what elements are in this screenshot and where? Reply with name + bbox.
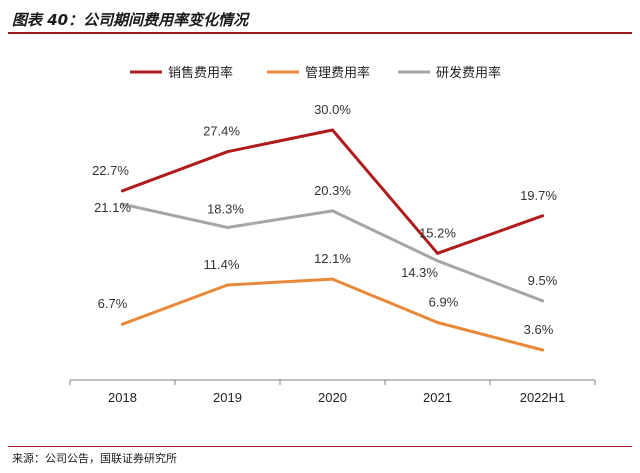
x-tick-label: 2018 [108, 390, 137, 405]
x-tick-label: 2022H1 [520, 390, 566, 405]
data-point [121, 189, 124, 193]
data-label: 9.5% [528, 273, 558, 288]
data-label: 21.1% [94, 200, 131, 215]
figure-title: 图表 40：公司期间费用率变化情况 [8, 6, 632, 34]
data-label: 20.3% [314, 183, 351, 198]
data-point [226, 150, 229, 154]
data-label: 6.7% [98, 296, 128, 311]
line-chart: 2018 2019 2020 2021 2022H1 销售费用率 管理费用率 研发费用率 22.… [69, 65, 596, 405]
data-point [436, 259, 439, 263]
legend-label: 研发费用率 [436, 65, 501, 80]
data-label: 19.7% [520, 188, 557, 203]
data-point [226, 226, 229, 229]
data-label: 11.4% [204, 257, 240, 272]
data-point [541, 299, 544, 303]
data-point [331, 277, 334, 281]
series-line-2 [121, 277, 544, 352]
data-label: 15.2% [419, 225, 456, 240]
source-note: 来源：公司公告，国联证券研究所 [8, 446, 632, 470]
data-point [331, 128, 334, 132]
x-tick-label: 2019 [213, 390, 242, 405]
data-point [226, 283, 229, 287]
data-label: 27.4% [203, 124, 240, 139]
legend-label: 管理费用率 [305, 65, 370, 80]
data-label: 12.1% [314, 251, 351, 266]
data-point [121, 322, 124, 326]
data-point [121, 202, 124, 206]
x-tick-label: 2020 [318, 390, 347, 405]
x-tick-label: 2021 [423, 390, 452, 405]
data-point [541, 214, 544, 218]
data-point [541, 348, 544, 352]
data-label: 6.9% [429, 295, 459, 310]
data-label: 30.0% [314, 102, 351, 117]
data-label: 18.3% [207, 202, 244, 217]
data-label: 14.3% [401, 265, 438, 280]
data-label: 3.6% [524, 322, 554, 337]
data-point [331, 209, 334, 213]
data-point [436, 251, 439, 255]
legend-label: 销售费用率 [168, 65, 233, 80]
data-point [436, 321, 439, 324]
data-label: 22.7% [92, 163, 129, 178]
